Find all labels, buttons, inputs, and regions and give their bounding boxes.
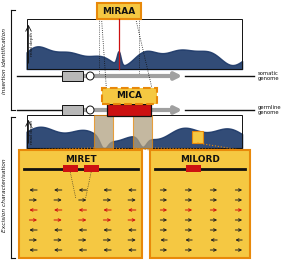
Bar <box>27 115 242 148</box>
Bar <box>27 19 242 69</box>
Bar <box>107 104 151 116</box>
Bar <box>83 165 99 172</box>
Bar <box>19 150 142 258</box>
Text: read depth: read depth <box>30 32 34 56</box>
Text: MIRAA: MIRAA <box>102 7 135 15</box>
Text: Excision characterisation: Excision characterisation <box>2 158 7 232</box>
Text: germline
genome: germline genome <box>257 105 281 115</box>
Text: MICA: MICA <box>116 91 142 100</box>
Bar <box>63 165 78 172</box>
Text: read depth: read depth <box>30 120 34 144</box>
Circle shape <box>86 106 94 114</box>
Circle shape <box>86 72 94 80</box>
Bar <box>186 165 201 172</box>
Bar <box>102 88 157 104</box>
Text: MIRET: MIRET <box>65 154 97 164</box>
Bar <box>94 115 113 148</box>
Bar <box>150 150 250 258</box>
Text: somatic
genome: somatic genome <box>257 70 279 81</box>
Bar <box>133 115 152 148</box>
Text: insertion identification: insertion identification <box>2 28 7 94</box>
Bar <box>97 3 140 19</box>
Bar <box>62 105 83 115</box>
Bar <box>62 71 83 81</box>
Bar <box>192 131 203 143</box>
Text: MILORD: MILORD <box>180 154 220 164</box>
